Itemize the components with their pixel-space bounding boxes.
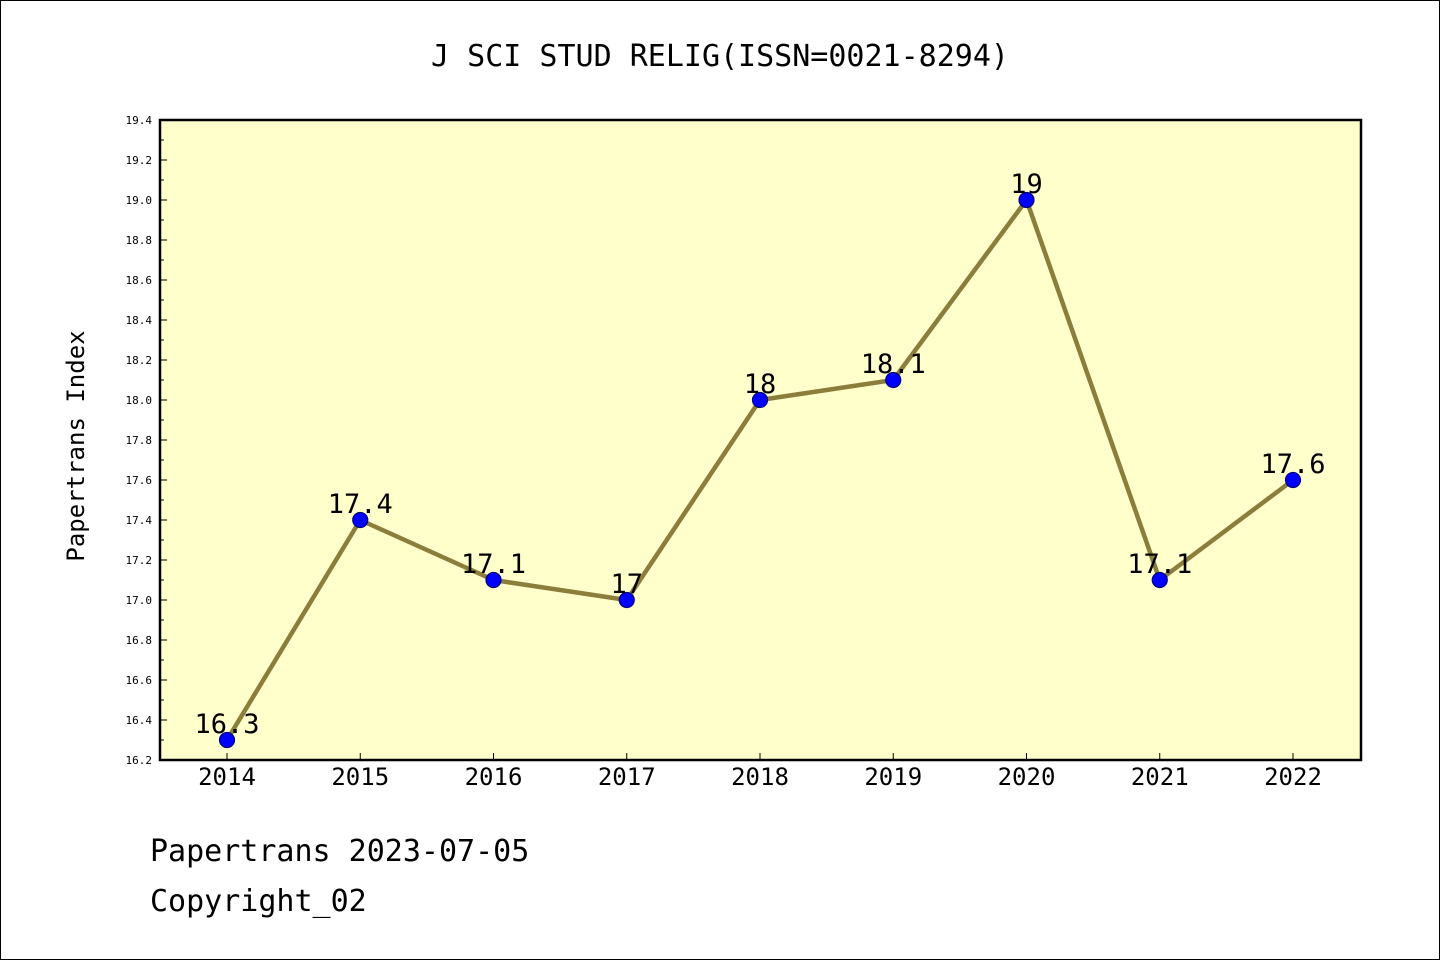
data-label: 19	[1010, 169, 1043, 200]
x-tick-label: 2017	[598, 763, 656, 791]
y-axis-label: Papertrans Index	[62, 330, 90, 561]
y-tick-label: 17.0	[126, 594, 153, 607]
y-tick-label: 16.6	[126, 674, 153, 687]
y-tick-label: 19.4	[126, 114, 153, 127]
data-point	[218, 731, 236, 749]
data-label: 17.1	[461, 549, 526, 580]
x-tick-label: 2014	[198, 763, 256, 791]
y-tick-label: 18.0	[126, 394, 153, 407]
y-tick-label: 18.8	[126, 234, 153, 247]
data-point	[885, 371, 902, 389]
x-tick-label: 2015	[331, 763, 389, 791]
chart-title: J SCI STUD RELIG(ISSN=0021-8294)	[431, 39, 1009, 74]
data-point	[751, 391, 769, 409]
y-tick-label: 16.8	[126, 634, 153, 647]
data-label: 17.6	[1260, 449, 1325, 480]
data-point	[618, 591, 635, 609]
x-tick-label: 2022	[1264, 763, 1322, 791]
y-tick-label: 19.0	[126, 194, 153, 207]
data-label: 18	[744, 369, 777, 400]
data-label: 17	[610, 569, 643, 600]
data-point	[1151, 571, 1168, 589]
data-label: 18.1	[861, 349, 926, 380]
data-point	[1018, 191, 1035, 209]
footer-date-line: Papertrans 2023-07-05	[150, 834, 530, 869]
y-tick-label: 19.2	[126, 154, 153, 167]
y-tick-label: 17.2	[126, 554, 153, 567]
data-label: 17.1	[1127, 549, 1192, 580]
plot-area	[158, 118, 1363, 762]
x-tick-label: 2018	[731, 763, 789, 791]
y-tick-label: 17.8	[126, 434, 153, 447]
y-tick-label: 16.4	[126, 714, 153, 727]
footer-copyright-line: Copyright_02	[150, 884, 367, 919]
y-tick-label: 16.2	[126, 754, 153, 767]
data-point	[485, 571, 502, 589]
data-label: 16.3	[194, 709, 259, 740]
data-point	[352, 511, 369, 529]
y-tick-label: 17.6	[126, 474, 153, 487]
x-tick-label: 2021	[1131, 763, 1189, 791]
data-label: 17.4	[328, 489, 393, 520]
x-tick-label: 2016	[465, 763, 523, 791]
x-tick-label: 2020	[998, 763, 1056, 791]
y-tick-label: 18.4	[126, 314, 153, 327]
y-tick-label: 17.4	[126, 514, 153, 527]
y-tick-label: 18.2	[126, 354, 153, 367]
data-point	[1284, 471, 1302, 489]
y-tick-label: 18.6	[126, 274, 153, 287]
x-tick-label: 2019	[864, 763, 922, 791]
